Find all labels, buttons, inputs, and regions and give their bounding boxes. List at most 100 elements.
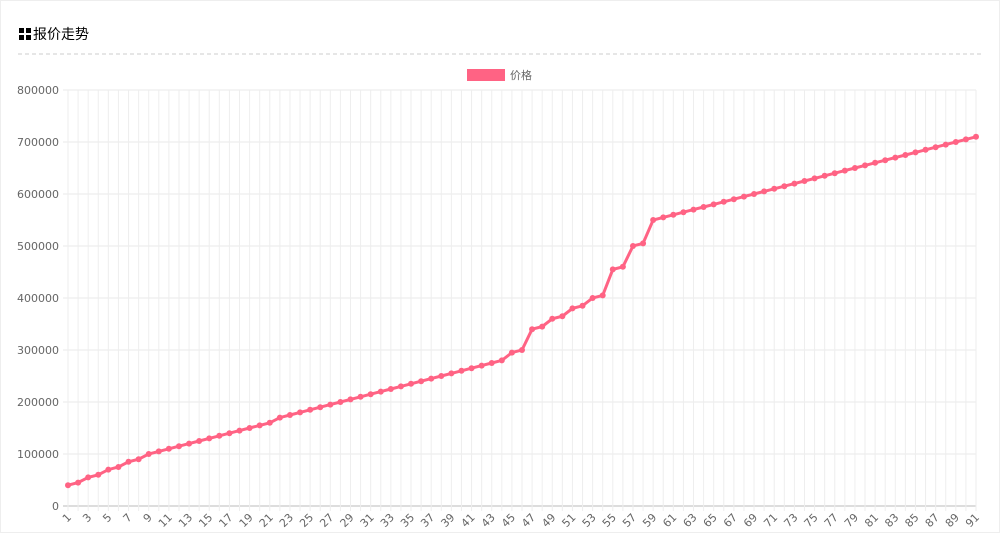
x-tick-label: 39 bbox=[438, 511, 457, 530]
point bbox=[761, 188, 768, 195]
y-tick-label: 200000 bbox=[17, 396, 59, 409]
point bbox=[650, 217, 657, 223]
point bbox=[619, 263, 626, 270]
x-tick-label: 65 bbox=[701, 511, 720, 530]
point bbox=[751, 191, 758, 197]
point bbox=[488, 360, 495, 366]
y-tick-label: 0 bbox=[52, 500, 59, 513]
x-tick-label: 55 bbox=[600, 511, 619, 530]
point bbox=[155, 448, 162, 455]
point bbox=[720, 198, 727, 205]
point bbox=[458, 367, 465, 374]
point bbox=[690, 206, 697, 213]
x-tick-label: 29 bbox=[338, 511, 357, 530]
x-tick-label: 81 bbox=[862, 511, 881, 530]
point bbox=[95, 471, 102, 478]
point bbox=[337, 399, 344, 405]
x-tick-label: 47 bbox=[519, 511, 538, 530]
point bbox=[781, 183, 788, 190]
y-tick-label: 500000 bbox=[17, 240, 59, 253]
x-tick-label: 83 bbox=[882, 511, 901, 530]
x-tick-label: 49 bbox=[539, 511, 558, 530]
point bbox=[145, 451, 152, 457]
point bbox=[498, 357, 505, 364]
point bbox=[801, 178, 808, 184]
x-tick-label: 7 bbox=[121, 511, 135, 525]
x-tick-label: 67 bbox=[721, 511, 740, 530]
point bbox=[710, 201, 717, 208]
point bbox=[387, 386, 394, 392]
x-tick-label: 21 bbox=[257, 511, 276, 530]
x-tick-label: 73 bbox=[781, 511, 800, 530]
point bbox=[367, 391, 374, 398]
point bbox=[236, 427, 243, 434]
point bbox=[256, 422, 263, 429]
point bbox=[589, 295, 596, 301]
point bbox=[952, 139, 959, 145]
point bbox=[872, 159, 879, 166]
point bbox=[347, 396, 354, 403]
point bbox=[519, 347, 525, 353]
icon bbox=[19, 28, 24, 33]
x-tick-label: 45 bbox=[499, 511, 518, 530]
x-tick-label: 43 bbox=[479, 511, 498, 530]
x-tick-label: 53 bbox=[580, 511, 599, 530]
point bbox=[286, 412, 293, 418]
x-tick-label: 87 bbox=[923, 511, 942, 530]
x-tick-label: 85 bbox=[902, 511, 921, 530]
x-tick-label: 51 bbox=[559, 511, 578, 530]
x-tick-label: 17 bbox=[216, 511, 235, 530]
point bbox=[670, 211, 677, 218]
x-tick-label: 61 bbox=[660, 511, 679, 530]
point bbox=[973, 133, 979, 140]
point bbox=[791, 180, 798, 187]
point bbox=[508, 349, 515, 356]
point bbox=[579, 302, 586, 309]
point bbox=[660, 214, 667, 221]
x-tick-label: 63 bbox=[681, 511, 700, 530]
point bbox=[629, 243, 636, 249]
point bbox=[700, 204, 707, 210]
point bbox=[549, 315, 556, 322]
icon bbox=[26, 35, 31, 40]
point bbox=[902, 152, 909, 158]
icon bbox=[19, 35, 24, 40]
point bbox=[397, 383, 404, 390]
point bbox=[196, 438, 203, 444]
x-tick-label: 57 bbox=[620, 511, 639, 530]
y-tick-label: 100000 bbox=[17, 448, 59, 461]
x-tick-label: 23 bbox=[277, 511, 296, 530]
point bbox=[357, 393, 364, 400]
point bbox=[105, 466, 112, 473]
x-tick-label: 89 bbox=[943, 511, 962, 530]
x-tick-label: 9 bbox=[141, 511, 155, 525]
y-tick-label: 600000 bbox=[17, 188, 59, 201]
x-tick-label: 59 bbox=[640, 511, 659, 530]
x-tick-label: 1 bbox=[60, 511, 74, 525]
point bbox=[599, 292, 606, 299]
x-tick-label: 25 bbox=[297, 511, 316, 530]
page-title: 报价走势 bbox=[33, 27, 89, 43]
x-tick-label: 31 bbox=[358, 511, 377, 530]
point bbox=[912, 149, 919, 156]
legend-label: 价格 bbox=[510, 68, 532, 82]
point bbox=[932, 144, 939, 151]
point bbox=[640, 240, 647, 247]
point bbox=[609, 266, 616, 273]
point bbox=[559, 313, 566, 320]
point bbox=[276, 414, 283, 421]
y-tick-label: 800000 bbox=[17, 84, 59, 97]
x-tick-label: 77 bbox=[822, 511, 841, 530]
point bbox=[75, 479, 82, 486]
point bbox=[165, 445, 172, 452]
x-tick-label: 5 bbox=[100, 511, 114, 525]
point bbox=[408, 380, 415, 387]
point bbox=[851, 165, 858, 171]
x-tick-label: 91 bbox=[963, 511, 982, 530]
point bbox=[327, 401, 334, 408]
point bbox=[468, 365, 475, 372]
point bbox=[377, 388, 384, 395]
point bbox=[478, 362, 485, 369]
y-tick-label: 400000 bbox=[17, 292, 59, 305]
